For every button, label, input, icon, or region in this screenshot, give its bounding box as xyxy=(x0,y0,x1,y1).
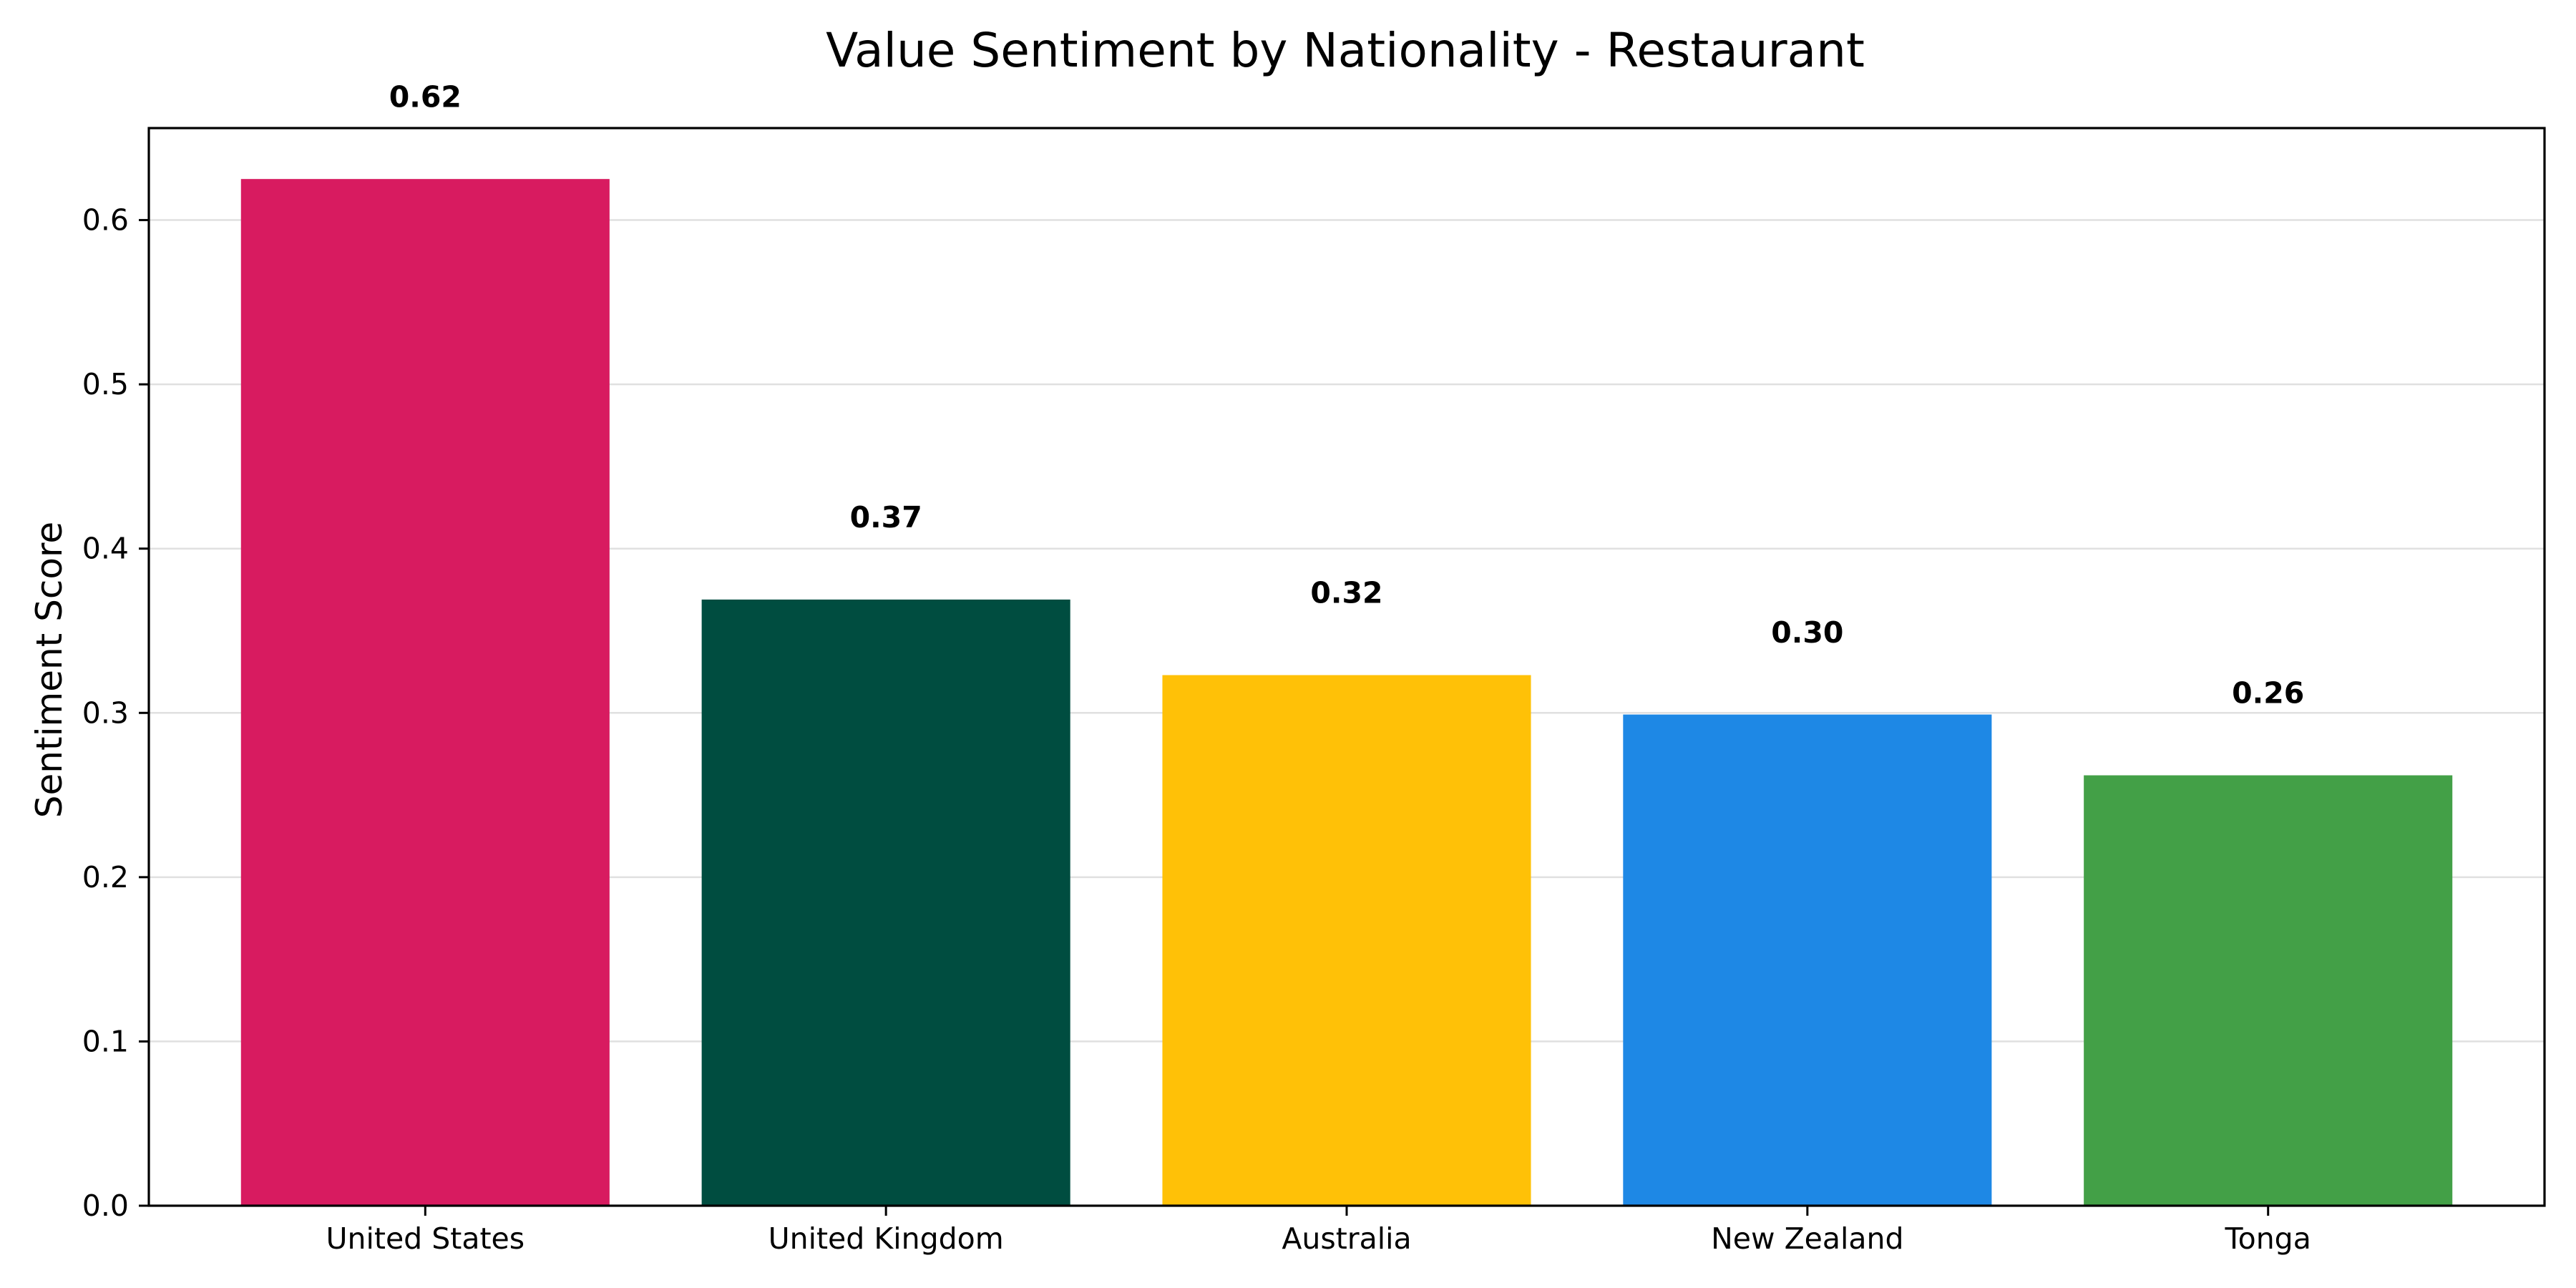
bar-value-label: 0.32 xyxy=(1310,576,1382,610)
data-labels: 0.62 0.37 0.32 0.30 0.26 xyxy=(389,79,2305,710)
y-tick-label: 0.5 xyxy=(82,367,129,401)
y-axis-label: Sentiment Score xyxy=(29,522,70,818)
x-tick-label: Tonga xyxy=(2225,1221,2311,1256)
y-tick-label: 0.4 xyxy=(82,532,129,566)
bar xyxy=(2084,775,2453,1206)
bar-value-label: 0.26 xyxy=(2232,676,2304,711)
y-tick-label: 0.0 xyxy=(82,1189,129,1223)
bar xyxy=(240,179,610,1206)
x-tick-label: United States xyxy=(326,1221,525,1256)
x-tick-label: United Kingdom xyxy=(769,1221,1004,1256)
bars xyxy=(240,179,2453,1206)
bar-value-label: 0.62 xyxy=(389,79,462,114)
bar xyxy=(1162,675,1531,1206)
x-tick-label: Australia xyxy=(1282,1221,1411,1256)
y-tick-label: 0.6 xyxy=(82,203,129,238)
bar xyxy=(701,599,1070,1206)
bar-value-label: 0.37 xyxy=(850,500,922,535)
x-tick-label: New Zealand xyxy=(1711,1221,1903,1256)
y-axis-ticks: 0.0 0.1 0.2 0.3 0.4 0.5 0.6 xyxy=(82,203,149,1223)
x-axis-ticks: United States United Kingdom Australia New … xyxy=(326,1206,2311,1256)
y-tick-label: 0.3 xyxy=(82,696,129,730)
bar-value-label: 0.30 xyxy=(1771,615,1843,650)
y-tick-label: 0.2 xyxy=(82,860,129,894)
y-tick-label: 0.1 xyxy=(82,1024,129,1058)
bar xyxy=(1623,714,1992,1206)
chart-title: Value Sentiment by Nationality - Restaur… xyxy=(826,23,1865,78)
